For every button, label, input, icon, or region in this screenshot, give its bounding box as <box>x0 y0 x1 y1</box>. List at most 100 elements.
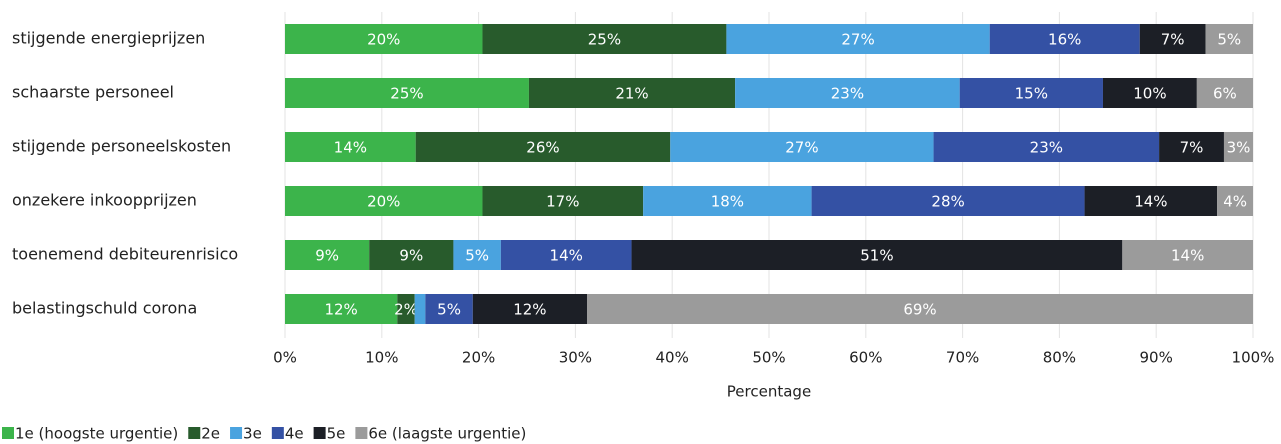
data-label: 27% <box>785 139 818 157</box>
bar-segment <box>1122 240 1253 270</box>
data-label: 16% <box>1048 31 1081 49</box>
x-tick-label: 10% <box>365 349 398 367</box>
data-label: 12% <box>513 301 546 319</box>
y-tick-label: toenemend debiteurenrisico <box>12 245 238 264</box>
x-tick-label: 70% <box>946 349 979 367</box>
y-tick-label: belastingschuld corona <box>12 299 197 318</box>
bar-segment <box>285 78 529 108</box>
data-label: 27% <box>841 31 874 49</box>
bar-segment <box>1084 186 1218 216</box>
data-label: 15% <box>1015 85 1048 103</box>
data-label: 23% <box>831 85 864 103</box>
data-label: 7% <box>1180 139 1204 157</box>
legend-label: 1e (hoogste urgentie) <box>15 425 178 443</box>
data-label: 2% <box>394 301 418 319</box>
bar-segment <box>631 240 1123 270</box>
data-label: 3% <box>1227 139 1251 157</box>
legend-swatch <box>230 427 243 439</box>
bar-segment <box>425 294 473 324</box>
bar-segment <box>1217 186 1253 216</box>
bar-segment <box>643 186 812 216</box>
bar-segment <box>1159 132 1224 162</box>
data-label: 9% <box>315 247 339 265</box>
data-label: 6% <box>1213 85 1237 103</box>
data-label: 14% <box>1134 193 1167 211</box>
data-label: 21% <box>615 85 648 103</box>
x-tick-label: 80% <box>1043 349 1076 367</box>
legend-swatch <box>188 427 201 439</box>
data-label: 25% <box>588 31 621 49</box>
data-label: 69% <box>903 301 936 319</box>
bar-segment <box>482 24 727 54</box>
y-tick-label: stijgende personeelskosten <box>12 137 231 156</box>
bar-segment <box>285 240 370 270</box>
bar-segment <box>1139 24 1206 54</box>
bar-segment <box>285 24 483 54</box>
data-label: 5% <box>465 247 489 265</box>
legend-label: 6e (laagste urgentie) <box>368 425 526 443</box>
x-tick-label: 60% <box>849 349 882 367</box>
bar-segment <box>415 132 671 162</box>
legend-swatch <box>355 427 368 439</box>
legend-swatch <box>271 427 284 439</box>
data-label: 17% <box>546 193 579 211</box>
bar-segment <box>989 24 1140 54</box>
legend-label: 2e <box>201 425 220 443</box>
bar-segment <box>933 132 1160 162</box>
bar-segment <box>285 186 483 216</box>
bar-segment <box>482 186 644 216</box>
bar-segment <box>670 132 934 162</box>
x-tick-label: 90% <box>1140 349 1173 367</box>
legend-swatch <box>2 427 14 439</box>
bar-segment <box>959 78 1103 108</box>
bar-segment <box>726 24 990 54</box>
bar-segment <box>369 240 454 270</box>
bar-segment <box>1223 132 1253 162</box>
data-label: 5% <box>1217 31 1241 49</box>
bar-segment <box>1205 24 1253 54</box>
legend-label: 4e <box>285 425 304 443</box>
data-label: 25% <box>390 85 423 103</box>
bar-segment <box>587 294 1253 324</box>
data-label: 20% <box>367 193 400 211</box>
data-label: 28% <box>931 193 964 211</box>
x-tick-label: 20% <box>462 349 495 367</box>
y-tick-label: stijgende energieprijzen <box>12 29 205 48</box>
bar-segment <box>735 78 960 108</box>
data-label: 26% <box>526 139 559 157</box>
data-label: 20% <box>367 31 400 49</box>
data-label: 14% <box>1171 247 1204 265</box>
data-label: 9% <box>399 247 423 265</box>
x-tick-label: 0% <box>273 349 297 367</box>
bar-segment <box>453 240 501 270</box>
y-tick-label: schaarste personeel <box>12 83 174 102</box>
data-label: 14% <box>334 139 367 157</box>
x-tick-label: 30% <box>559 349 592 367</box>
data-label: 4% <box>1223 193 1247 211</box>
x-tick-label: 40% <box>656 349 689 367</box>
x-axis-label: Percentage <box>727 383 811 401</box>
bar-segment <box>414 294 426 324</box>
bar-segment <box>528 78 736 108</box>
data-label: 10% <box>1133 85 1166 103</box>
data-label: 7% <box>1161 31 1185 49</box>
data-label: 12% <box>324 301 357 319</box>
x-tick-label: 50% <box>752 349 785 367</box>
data-label: 23% <box>1030 139 1063 157</box>
data-label: 18% <box>711 193 744 211</box>
legend-label: 3e <box>243 425 262 443</box>
data-label: 51% <box>860 247 893 265</box>
y-tick-label: onzekere inkoopprijzen <box>12 191 197 210</box>
bar-segment <box>1102 78 1197 108</box>
bar-segment <box>472 294 588 324</box>
legend-swatch <box>313 427 326 439</box>
bar-segment <box>811 186 1085 216</box>
data-label: 14% <box>550 247 583 265</box>
bar-segment <box>397 294 415 324</box>
data-label: 5% <box>437 301 461 319</box>
bar-segment <box>500 240 632 270</box>
legend-label: 5e <box>327 425 346 443</box>
bar-segment <box>1196 78 1253 108</box>
bar-segment <box>285 294 398 324</box>
